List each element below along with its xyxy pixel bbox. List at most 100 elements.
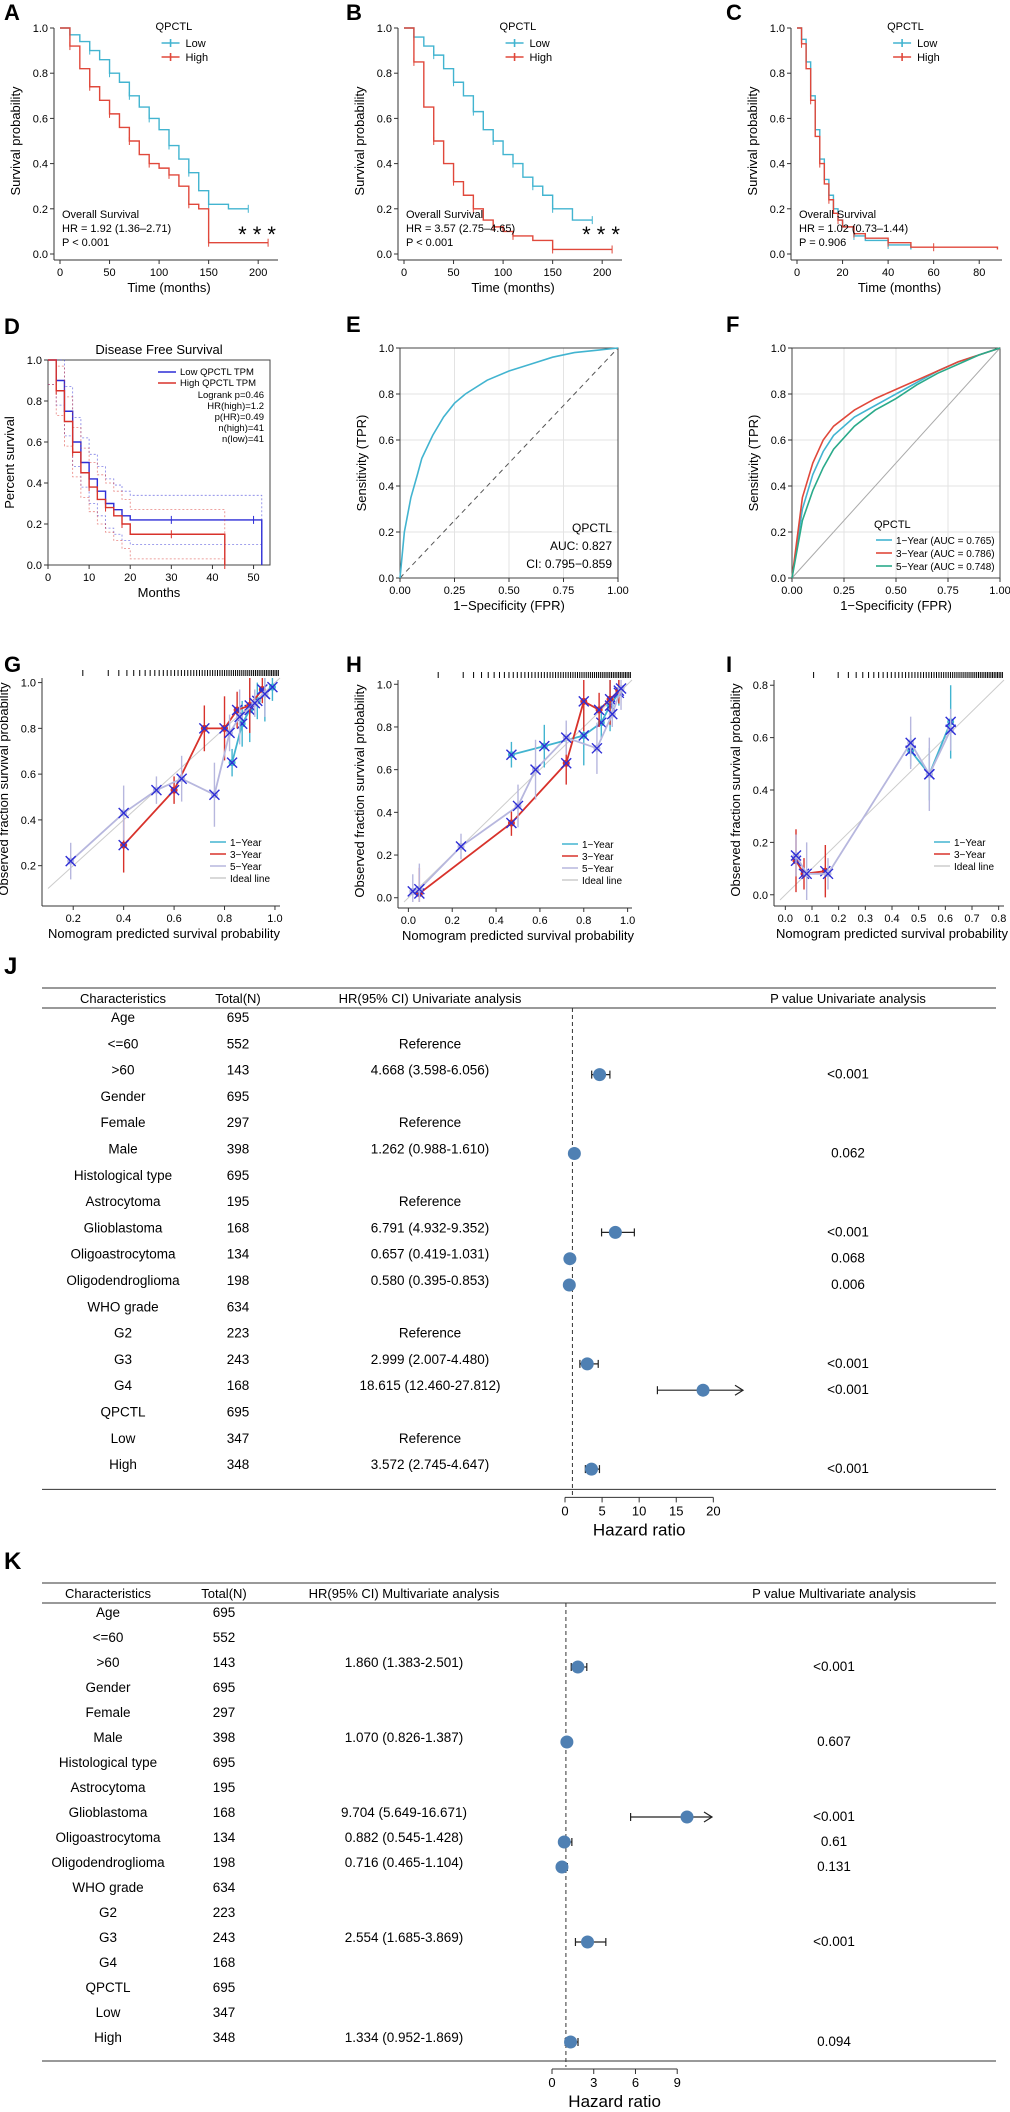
- header-cell: Characteristics: [80, 991, 166, 1006]
- panel-A: A 0 50 100 150 200 0.0 0.2 0.4 0.6 0.8 1.0 Time (mon…: [4, 0, 278, 295]
- panel-letter-D: D: [4, 314, 20, 339]
- y-tick-label: 0.4: [753, 785, 768, 797]
- stat-line: n(low)=41: [222, 434, 264, 445]
- x-tick-label: 40: [882, 267, 894, 279]
- roc-curve-3-year: [791, 347, 1001, 579]
- observed-marker: [578, 730, 590, 741]
- significance-stars: * * *: [582, 222, 620, 247]
- observed-marker: [560, 732, 572, 744]
- row-characteristic: Female: [100, 1115, 145, 1130]
- x-tick-label: 1.00: [989, 585, 1010, 597]
- row-characteristic: Glioblastoma: [69, 1805, 148, 1820]
- hr-point: [680, 1810, 694, 1824]
- row-p-value: <0.001: [827, 1461, 869, 1476]
- row-characteristic: QPCTL: [85, 1980, 131, 1995]
- x-axis-label: Months: [138, 585, 181, 600]
- y-tick-label: 0.2: [379, 527, 394, 539]
- y-tick-label: 0.8: [33, 68, 48, 80]
- y-tick-label: 1.0: [379, 343, 394, 355]
- x-axis-label: 1−Specificity (FPR): [453, 598, 565, 613]
- legend-entry: 3−Year (AUC = 0.786): [896, 549, 995, 560]
- significance-stars: * * *: [238, 222, 276, 247]
- hr-point: [580, 1357, 594, 1371]
- row-characteristic: Low: [111, 1431, 136, 1446]
- observed-marker: [801, 868, 813, 880]
- row-p-value: <0.001: [813, 1934, 855, 1949]
- x-tick-label: 0.7: [964, 913, 979, 925]
- x-tick-label: 0.2: [66, 913, 81, 925]
- observed-marker: [945, 724, 957, 736]
- legend-entry: High: [530, 52, 553, 64]
- row-total: 347: [213, 2005, 236, 2020]
- y-tick-label: 0.4: [770, 159, 785, 171]
- annotation-line: P < 0.001: [62, 237, 109, 249]
- hr-point: [564, 2035, 578, 2049]
- annotation-line: Overall Survival: [799, 209, 876, 221]
- row-characteristic: Gender: [85, 1680, 131, 1695]
- legend-entry: Low: [917, 38, 937, 50]
- y-tick-label: 0.4: [21, 815, 36, 827]
- row-total: 348: [213, 2030, 236, 2045]
- legend-entry: 3−Year: [954, 850, 986, 861]
- y-tick-label: 0.6: [771, 435, 786, 447]
- annotation-line: QPCTL: [572, 521, 612, 535]
- x-tick-label: 20: [124, 572, 136, 584]
- x-tick-label: 0: [794, 267, 800, 279]
- x-tick-label: 0.00: [781, 585, 802, 597]
- legend-entry: High: [917, 52, 940, 64]
- x-tick-label: 0.75: [553, 585, 574, 597]
- row-p-value: 0.006: [831, 1277, 865, 1292]
- y-tick-label: 0.2: [377, 850, 392, 862]
- hr-point: [562, 1278, 576, 1292]
- annotation-line: Overall Survival: [406, 209, 483, 221]
- observed-marker: [560, 757, 572, 769]
- row-total: 695: [227, 1405, 250, 1420]
- observed-marker: [413, 883, 425, 895]
- row-characteristic: <=60: [93, 1630, 124, 1645]
- row-total: 223: [227, 1326, 250, 1341]
- forest-x-tick-label: 0: [548, 2075, 555, 2090]
- x-tick-label: 50: [247, 572, 259, 584]
- y-axis-label: Observed fraction survival probability: [728, 683, 743, 897]
- row-total: 168: [227, 1220, 250, 1235]
- legend-entry: 5−Year (AUC = 0.748): [896, 562, 995, 573]
- ci-band-upper: [48, 359, 263, 541]
- row-characteristic: G4: [114, 1378, 133, 1393]
- y-axis-label: Survival probability: [745, 86, 760, 196]
- legend-entry: High QPCTL TPM: [180, 378, 256, 389]
- y-tick-label: 0.2: [753, 837, 768, 849]
- panel-D: D 0 10 20 30 40 50 0.0 0.2 0.4 0.6 0.8 1.0 Months Perc…: [2, 314, 271, 600]
- panel-letter-I: I: [726, 652, 732, 677]
- y-axis-label: Survival probability: [352, 86, 367, 196]
- calibration-line-5-year: [795, 729, 952, 875]
- x-tick-label: 0.25: [833, 585, 854, 597]
- hr-point: [567, 1147, 581, 1160]
- x-tick-label: 0: [401, 267, 407, 279]
- y-tick-label: 0.6: [33, 113, 48, 125]
- row-total: 695: [213, 1755, 236, 1770]
- panel-letter-B: B: [346, 0, 362, 25]
- annotation-line: AUC: 0.827: [550, 539, 612, 553]
- diagonal-reference: [399, 347, 619, 579]
- calibration-line-5-year: [70, 693, 266, 862]
- row-characteristic: WHO grade: [87, 1299, 158, 1314]
- annotation-line: P < 0.001: [406, 237, 453, 249]
- forest-x-tick-label: 5: [598, 1503, 605, 1518]
- header-cell: HR(95% CI) Multivariate analysis: [309, 1586, 500, 1601]
- row-total: 695: [227, 1089, 250, 1104]
- row-p-value: 0.61: [821, 1834, 847, 1849]
- y-tick-label: 0.4: [771, 481, 786, 493]
- x-tick-label: 0: [45, 572, 51, 584]
- y-tick-label: 0.8: [770, 68, 785, 80]
- x-tick-label: 30: [165, 572, 177, 584]
- x-tick-label: 50: [103, 267, 115, 279]
- row-total: 552: [213, 1630, 236, 1645]
- legend-entry: 1−Year: [582, 840, 614, 851]
- panel-letter-G: G: [4, 652, 21, 677]
- plot-frame: [47, 359, 271, 566]
- observed-marker: [530, 764, 542, 776]
- x-axis-label: Time (months): [127, 280, 210, 295]
- y-tick-label: 0.8: [771, 389, 786, 401]
- y-tick-label: 0.8: [377, 722, 392, 734]
- row-total: 695: [213, 1605, 236, 1620]
